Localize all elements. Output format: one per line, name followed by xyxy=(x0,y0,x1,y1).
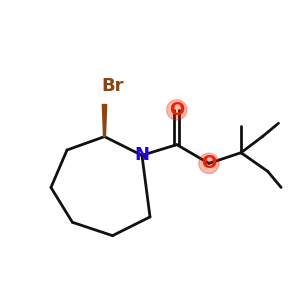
Text: O: O xyxy=(201,154,217,172)
Text: N: N xyxy=(134,146,149,164)
Text: O: O xyxy=(169,101,184,119)
Polygon shape xyxy=(102,104,106,136)
Text: Br: Br xyxy=(101,77,124,95)
Circle shape xyxy=(167,100,187,120)
Circle shape xyxy=(199,153,219,174)
